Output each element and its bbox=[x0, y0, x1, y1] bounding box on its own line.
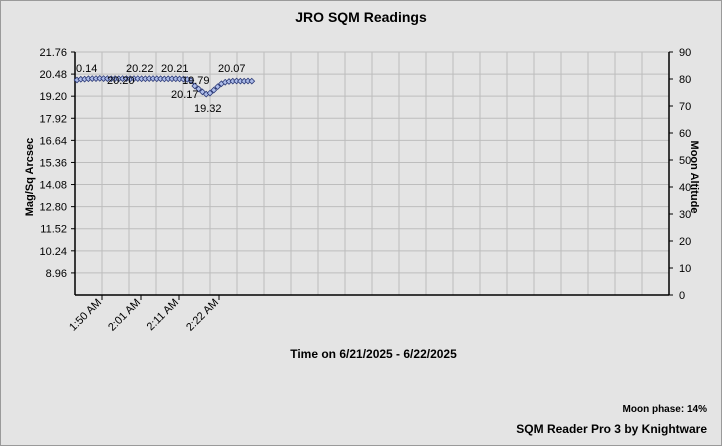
data-point bbox=[187, 77, 195, 84]
data-label: 20.21 bbox=[161, 63, 189, 75]
y-tick-label: 21.76 bbox=[39, 47, 67, 59]
y-tick-label: 8.96 bbox=[46, 268, 67, 280]
data-label: 19.32 bbox=[194, 103, 222, 115]
y2-tick-label: 40 bbox=[679, 182, 691, 194]
y-tick-label: 15.36 bbox=[39, 157, 67, 169]
data-point bbox=[248, 77, 256, 85]
data-label: 19.79 bbox=[182, 75, 210, 87]
data-point bbox=[214, 83, 221, 91]
y-tick-label: 20.48 bbox=[39, 69, 67, 81]
y-tick-label: 17.92 bbox=[39, 113, 67, 125]
y-tick-label: 12.80 bbox=[39, 202, 67, 214]
chart-title: JRO SQM Readings bbox=[295, 9, 427, 25]
data-label: 20.20 bbox=[107, 75, 135, 87]
data-point bbox=[191, 82, 199, 90]
data-label: 20.22 bbox=[126, 63, 154, 75]
data-label: 0.14 bbox=[76, 63, 97, 75]
y2-tick-label: 60 bbox=[679, 128, 691, 140]
y-axis-label: Mag/Sq Arcsec bbox=[24, 137, 36, 217]
data-label: 20.07 bbox=[218, 63, 246, 75]
y2-tick-label: 80 bbox=[679, 74, 691, 86]
y2-tick-label: 70 bbox=[679, 101, 691, 113]
x-tick-label: 1:50 AM bbox=[67, 297, 104, 334]
x-tick-label: 2:11 AM bbox=[145, 297, 181, 333]
y-tick-label: 16.64 bbox=[39, 135, 67, 147]
y-tick-label: 11.52 bbox=[40, 224, 67, 236]
x-tick-label: 2:01 AM bbox=[106, 297, 143, 334]
data-point bbox=[195, 85, 202, 93]
moon-phase-text: Moon phase: 14% bbox=[622, 404, 707, 415]
y2-tick-label: 30 bbox=[679, 209, 691, 221]
y2-tick-label: 50 bbox=[679, 155, 691, 167]
y-tick-label: 14.08 bbox=[39, 180, 67, 192]
y2-tick-label: 20 bbox=[679, 236, 691, 248]
data-point bbox=[199, 88, 206, 96]
x-tick-label: 2:22 AM bbox=[184, 297, 221, 334]
data-point bbox=[206, 89, 214, 97]
data-label: 20.17 bbox=[171, 89, 199, 101]
data-point bbox=[210, 86, 218, 94]
x-axis-label: Time on 6/21/2025 - 6/22/2025 bbox=[290, 347, 457, 361]
y2-tick-label: 0 bbox=[679, 290, 685, 302]
y2-tick-label: 90 bbox=[679, 47, 691, 59]
y-tick-label: 19.20 bbox=[39, 91, 67, 103]
y2-tick-label: 10 bbox=[679, 263, 691, 275]
y2-axis-label: Moon Altitude bbox=[688, 140, 700, 214]
y-tick-label: 10.24 bbox=[39, 246, 67, 258]
credit-text: SQM Reader Pro 3 by Knightware bbox=[516, 422, 707, 436]
data-point bbox=[183, 76, 191, 83]
